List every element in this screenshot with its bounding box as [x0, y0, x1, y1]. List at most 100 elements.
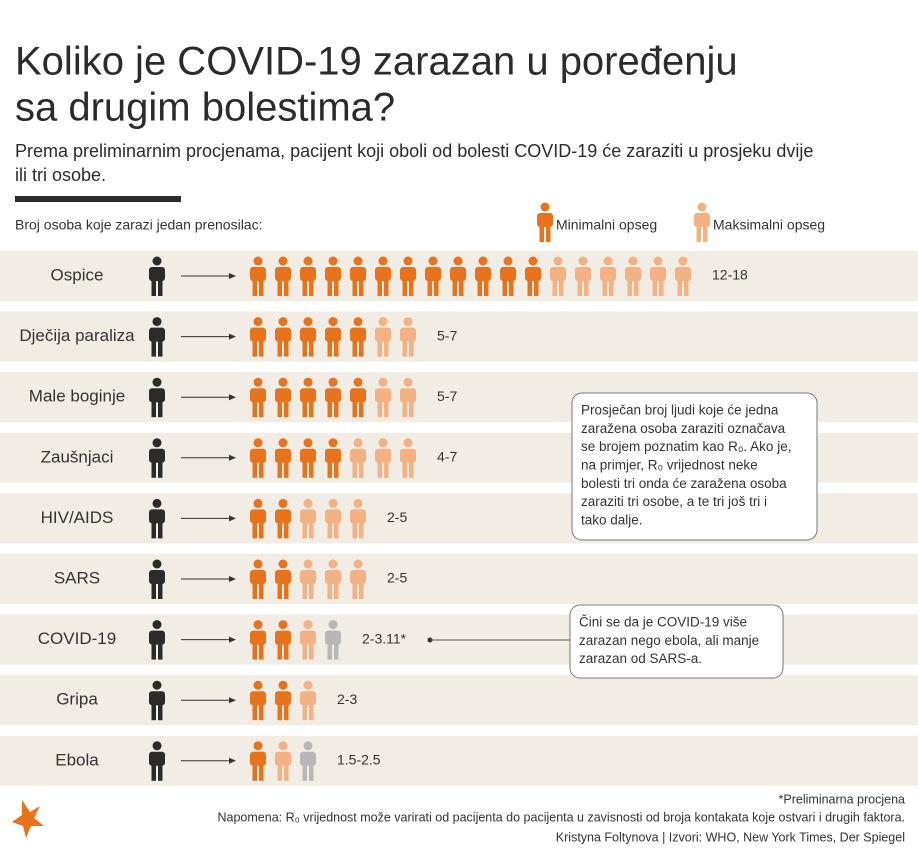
person-icon: [300, 317, 316, 357]
person-icon: [149, 741, 165, 781]
icon-body: [400, 448, 416, 463]
icon-head: [278, 680, 288, 690]
icon-body: [600, 267, 616, 281]
icon-leg: [252, 641, 257, 660]
person-icon: [250, 620, 266, 660]
icon-head: [328, 620, 338, 630]
icon-leg: [277, 459, 282, 478]
note-line: zarazan nego ebola, ali manje: [579, 633, 759, 648]
range-label: 1.5-2.5: [337, 752, 381, 768]
icon-body: [300, 509, 316, 524]
icon-head: [378, 317, 388, 327]
icon-body: [500, 267, 516, 281]
icon-leg: [359, 581, 364, 599]
note-line: Čini se da je COVID-19 više: [579, 615, 747, 630]
icon-leg: [277, 338, 282, 357]
range-label: 2-5: [387, 570, 407, 586]
icon-leg: [359, 338, 364, 357]
icon-head: [378, 256, 388, 266]
icon-head: [303, 741, 313, 751]
person-icon: [450, 256, 466, 296]
icon-leg: [302, 581, 307, 599]
icon-leg: [352, 581, 357, 599]
icon-body: [375, 327, 391, 342]
icon-head: [278, 620, 288, 630]
icon-leg: [652, 278, 657, 296]
icon-leg: [158, 399, 163, 418]
title-line: sa drugim bolestima?: [15, 86, 395, 130]
icon-leg: [309, 338, 314, 357]
person-icon: [525, 256, 541, 296]
person-icon: [250, 256, 266, 296]
person-icon: [350, 559, 366, 599]
icon-leg: [284, 338, 289, 357]
icon-body: [325, 448, 341, 463]
icon-leg: [252, 581, 257, 599]
icon-body: [300, 751, 316, 766]
icon-body: [425, 267, 441, 281]
icon-body: [149, 509, 165, 524]
icon-leg: [151, 520, 156, 539]
icon-body: [350, 570, 366, 584]
icon-body: [300, 691, 316, 706]
icon-leg: [151, 278, 156, 296]
icon-leg: [277, 702, 282, 721]
icon-head: [528, 256, 538, 266]
icon-leg: [409, 278, 414, 296]
icon-leg: [309, 399, 314, 418]
icon-leg: [259, 641, 264, 660]
icon-leg: [409, 459, 414, 478]
row-band: [0, 311, 918, 362]
icon-leg: [584, 278, 589, 296]
icon-body: [575, 267, 591, 281]
person-icon: [500, 256, 516, 296]
icon-body: [325, 327, 341, 342]
icon-body: [149, 267, 165, 281]
person-icon: [694, 202, 710, 242]
icon-leg: [402, 278, 407, 296]
icon-leg: [151, 762, 156, 781]
icon-body: [250, 509, 266, 524]
person-icon: [275, 317, 291, 357]
person-icon: [400, 377, 416, 418]
person-icon: [375, 438, 391, 478]
icon-head: [428, 256, 438, 266]
icon-leg: [252, 399, 257, 418]
icon-head: [278, 317, 288, 327]
icon-leg: [434, 278, 439, 296]
icon-head: [328, 256, 338, 266]
icon-leg: [334, 520, 339, 539]
icon-leg: [302, 520, 307, 539]
person-icon: [325, 377, 341, 418]
icon-body: [149, 327, 165, 342]
row-band: [0, 735, 918, 786]
icon-body: [325, 630, 341, 645]
icon-leg: [151, 459, 156, 478]
row-band: [0, 675, 918, 726]
icon-leg: [158, 520, 163, 539]
icon-leg: [284, 459, 289, 478]
icon-leg: [284, 641, 289, 660]
title-line: Koliko je COVID-19 zarazan u poređenju: [15, 40, 738, 84]
person-icon: [250, 741, 266, 781]
icon-leg: [259, 702, 264, 721]
row-label: Gripa: [56, 690, 98, 709]
icon-head: [152, 680, 162, 690]
icon-body: [275, 388, 291, 403]
icon-leg: [359, 520, 364, 539]
icon-body: [325, 570, 341, 584]
icon-head: [152, 559, 162, 569]
icon-leg: [502, 278, 507, 296]
icon-head: [303, 620, 313, 630]
person-icon: [400, 256, 416, 296]
person-icon: [375, 317, 391, 357]
icon-leg: [158, 762, 163, 781]
icon-head: [403, 256, 413, 266]
note-line: zaraziti tri osobe, a te tri još tri i: [581, 494, 767, 509]
icon-leg: [377, 278, 382, 296]
icon-leg: [284, 702, 289, 721]
icon-leg: [377, 459, 382, 478]
person-icon: [625, 256, 641, 296]
icon-leg: [677, 278, 682, 296]
